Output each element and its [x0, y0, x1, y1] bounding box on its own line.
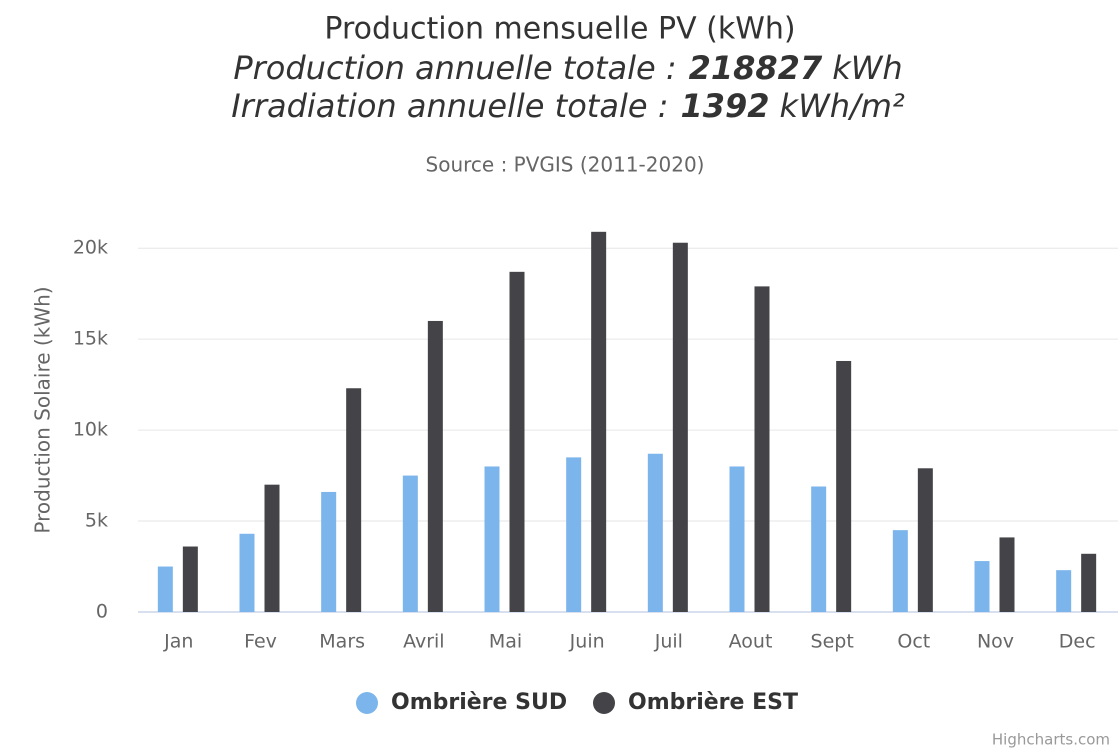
- bar: [974, 561, 990, 612]
- x-tick-label: Jan: [163, 631, 193, 653]
- chart-source: Source : PVGIS (2011-2020): [426, 153, 705, 177]
- bar: [647, 453, 663, 612]
- bar: [729, 466, 745, 612]
- legend-symbol: [593, 692, 615, 714]
- x-tick-label: Juil: [654, 631, 683, 653]
- x-tick-label: Fev: [244, 631, 277, 653]
- bar: [182, 546, 198, 612]
- bar: [157, 566, 173, 612]
- x-tick-label: Sept: [811, 631, 854, 653]
- bar: [754, 286, 770, 612]
- bar: [239, 533, 255, 612]
- y-axis-label: Production Solaire (kWh): [31, 286, 55, 533]
- subtitle-value: 1392: [680, 87, 769, 125]
- subtitle-prefix: Production annuelle totale :: [233, 49, 676, 87]
- y-tick-label: 0: [96, 601, 108, 623]
- x-tick-label: Oct: [897, 631, 930, 653]
- x-tick-label: Juin: [569, 631, 605, 653]
- bar: [811, 486, 827, 612]
- bar: [566, 457, 582, 612]
- legend-label: Ombrière SUD: [391, 690, 567, 715]
- legend-symbol: [356, 692, 378, 714]
- subtitle-unit: kWh: [832, 49, 902, 87]
- bar: [264, 484, 280, 612]
- bar: [484, 466, 500, 612]
- y-tick-label: 20k: [73, 237, 108, 259]
- x-tick-label: Aout: [729, 631, 773, 653]
- bar: [836, 360, 852, 612]
- bar: [1056, 570, 1072, 612]
- x-tick-label: Mars: [319, 631, 365, 653]
- x-tick-label: Mai: [489, 631, 522, 653]
- bar: [591, 231, 607, 613]
- bar: [321, 491, 337, 612]
- subtitle-unit: kWh/m²: [780, 87, 905, 125]
- y-tick-label: 5k: [85, 510, 108, 532]
- subtitle-value: 218827: [689, 49, 823, 87]
- x-tick-label: Avril: [403, 631, 445, 653]
- subtitle-prefix: Irradiation annuelle totale :: [231, 87, 668, 125]
- x-tick-label: Dec: [1059, 631, 1096, 653]
- credits: Highcharts.com: [992, 731, 1110, 749]
- x-tick-label: Nov: [977, 631, 1014, 653]
- bar: [999, 537, 1015, 612]
- y-tick-label: 10k: [73, 419, 108, 441]
- bar: [917, 468, 933, 612]
- bar: [402, 475, 418, 612]
- bar: [1081, 553, 1097, 612]
- chart-title: Production mensuelle PV (kWh): [324, 12, 795, 47]
- chart-subtitle: Irradiation annuelle totale : 1392 kWh/m²: [231, 87, 905, 125]
- bar: [672, 242, 688, 612]
- chart-subtitle: Production annuelle totale : 218827 kWh: [233, 49, 902, 87]
- y-tick-label: 15k: [73, 328, 108, 350]
- bar: [346, 388, 362, 612]
- bar: [509, 271, 525, 612]
- legend-label: Ombrière EST: [628, 690, 798, 715]
- bar: [892, 530, 908, 612]
- bar: [427, 320, 443, 612]
